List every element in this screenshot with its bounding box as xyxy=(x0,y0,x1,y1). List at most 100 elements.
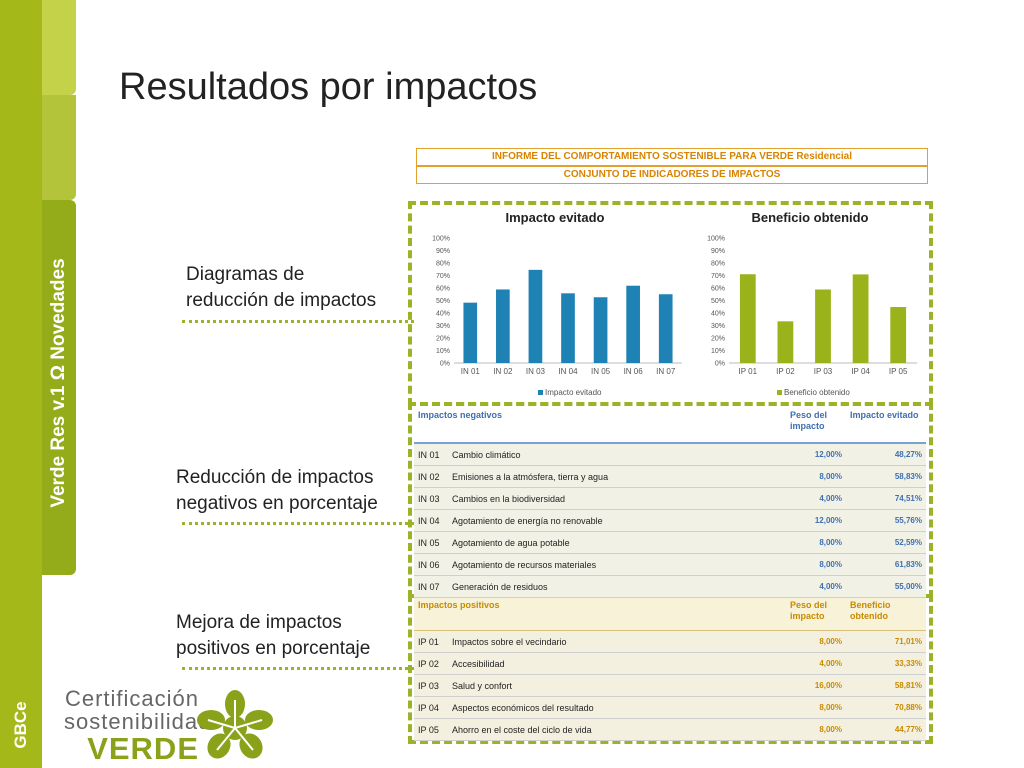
sidebar-band xyxy=(0,0,42,768)
cell-weight: 12,00% xyxy=(786,443,846,466)
table-row: IN 04 Agotamiento de energía no renovable… xyxy=(414,509,926,532)
cell-code: IP 05 xyxy=(414,718,448,741)
table-row: IP 01 Impactos sobre el vecindario 8,00% 71… xyxy=(414,630,926,653)
leader-line-negative xyxy=(182,522,414,525)
cell-weight: 16,00% xyxy=(786,674,846,697)
gbce-logo: GBCe xyxy=(11,701,30,749)
y-tick-label: 90% xyxy=(711,248,725,255)
table-header-row: Impactos positivos Peso del impacto Bene… xyxy=(414,598,926,631)
table-row: IN 01 Cambio climático 12,00% 48,27% xyxy=(414,443,926,466)
cell-name: Agotamiento de recursos materiales xyxy=(448,553,786,576)
y-tick-label: 40% xyxy=(436,311,450,318)
cell-code: IN 06 xyxy=(414,553,448,576)
cell-weight: 4,00% xyxy=(786,652,846,675)
cell-value: 55,00% xyxy=(846,575,926,598)
y-tick-label: 20% xyxy=(711,336,725,343)
bar-in-06 xyxy=(626,285,640,363)
y-tick-label: 50% xyxy=(711,298,725,305)
cell-name: Agotamiento de agua potable xyxy=(448,531,786,554)
logo-line3: VERDE xyxy=(87,731,199,766)
y-tick-label: 100% xyxy=(707,236,725,243)
chart-impacto-evitado-svg: 0% 10% 20% 30% 40% 50% 60% 70% 80% 90% 100% IN 01 IN… xyxy=(432,236,682,376)
cell-code: IN 05 xyxy=(414,531,448,554)
cell-code: IN 01 xyxy=(414,443,448,466)
chart-legend: Beneficio obtenido xyxy=(777,388,850,397)
table-row: IP 05 Ahorro en el coste del ciclo de vid… xyxy=(414,718,926,741)
cell-name: Accesibilidad xyxy=(448,652,786,675)
cell-value: 55,76% xyxy=(846,509,926,532)
callout-positive-line1: Mejora de impactos xyxy=(176,612,342,633)
callout-negative-line2: negativos en porcentaje xyxy=(176,493,378,514)
chart-title: Impacto evitado xyxy=(505,210,605,225)
y-tick-label: 80% xyxy=(711,261,725,268)
cell-value: 61,83% xyxy=(846,553,926,576)
y-tick-label: 40% xyxy=(711,311,725,318)
table-row: IN 06 Agotamiento de recursos materiales 8… xyxy=(414,553,926,576)
x-tick-label: IN 03 xyxy=(526,367,546,376)
table-row: IN 07 Generación de residuos 4,00% 55,00% xyxy=(414,575,926,598)
y-tick-label: 30% xyxy=(711,323,725,330)
x-tick-label: IN 05 xyxy=(591,367,611,376)
callout-diagrams-line2: reducción de impactos xyxy=(186,290,377,311)
cell-value: 52,59% xyxy=(846,531,926,554)
header-impactos-positivos: Impactos positivos xyxy=(414,598,786,631)
positive-impacts-table: Impactos positivos Peso del impacto Bene… xyxy=(414,598,926,741)
y-tick-label: 50% xyxy=(436,298,450,305)
table-row: IP 04 Aspectos económicos del resultado 8,… xyxy=(414,696,926,719)
y-tick-label: 60% xyxy=(711,286,725,293)
x-tick-label: IP 05 xyxy=(889,367,908,376)
bar-in-03 xyxy=(528,269,543,363)
legend-swatch xyxy=(538,390,543,395)
y-tick-label: 100% xyxy=(432,236,450,243)
x-tick-label: IN 06 xyxy=(624,367,644,376)
cell-name: Generación de residuos xyxy=(448,575,786,598)
cell-value: 58,83% xyxy=(846,465,926,488)
chart-title: Beneficio obtenido xyxy=(751,210,869,225)
cell-weight: 4,00% xyxy=(786,575,846,598)
table-row: IN 05 Agotamiento de agua potable 8,00% 52,… xyxy=(414,531,926,554)
y-tick-label: 0% xyxy=(440,361,450,368)
leader-line-diagrams xyxy=(182,320,414,323)
cell-code: IP 01 xyxy=(414,630,448,653)
cell-name: Cambio climático xyxy=(448,443,786,466)
x-tick-label: IN 01 xyxy=(461,367,481,376)
cell-name: Emisiones a la atmósfera, tierra y agua xyxy=(448,465,786,488)
callout-negative-line1: Reducción de impactos xyxy=(176,467,374,488)
cell-value: 44,77% xyxy=(846,718,926,741)
cell-value: 74,51% xyxy=(846,487,926,510)
cell-code: IN 07 xyxy=(414,575,448,598)
header-peso-impacto: Peso del impacto xyxy=(786,408,846,444)
cell-value: 48,27% xyxy=(846,443,926,466)
negative-impacts-table: Impactos negativos Peso del impacto Impa… xyxy=(414,408,926,598)
bar-in-02 xyxy=(496,289,510,363)
bar-in-01 xyxy=(463,302,478,363)
bar-ip-04 xyxy=(852,274,869,363)
cell-weight: 8,00% xyxy=(786,465,846,488)
cell-code: IN 03 xyxy=(414,487,448,510)
sidebar-tab-middle xyxy=(42,95,76,200)
logo-line1: Certificación xyxy=(64,686,199,711)
cell-value: 33,33% xyxy=(846,652,926,675)
cell-name: Aspectos económicos del resultado xyxy=(448,696,786,719)
bar-ip-05 xyxy=(890,307,907,363)
cell-name: Cambios en la biodiversidad xyxy=(448,487,786,510)
x-tick-label: IP 03 xyxy=(814,367,833,376)
bar-in-07 xyxy=(658,294,673,363)
x-tick-label: IP 02 xyxy=(776,367,795,376)
callout-positive-line2: positivos en porcentaje xyxy=(176,638,371,659)
header-impactos-negativos: Impactos negativos xyxy=(414,408,786,444)
x-tick-label: IN 07 xyxy=(656,367,676,376)
chart-beneficio-obtenido-svg: 0% 10% 20% 30% 40% 50% 60% 70% 80% 90% 100% IP 01 IP… xyxy=(707,236,917,376)
cell-code: IP 03 xyxy=(414,674,448,697)
chart-impacto-evitado: Impacto evitado 0% 10% 20% 30% 40% 50% 60% 70% 8… xyxy=(420,208,690,400)
report-subtitle: CONJUNTO DE INDICADORES DE IMPACTOS xyxy=(416,166,928,184)
table-row: IN 03 Cambios en la biodiversidad 4,00% 74,… xyxy=(414,487,926,510)
y-tick-label: 70% xyxy=(711,273,725,280)
header-impacto-evitado: Impacto evitado xyxy=(846,408,926,444)
cell-weight: 8,00% xyxy=(786,531,846,554)
legend-label: Impacto evitado xyxy=(545,388,602,397)
y-tick-label: 10% xyxy=(436,348,450,355)
table-row: IP 02 Accesibilidad 4,00% 33,33% xyxy=(414,652,926,675)
y-tick-label: 20% xyxy=(436,336,450,343)
cell-code: IP 04 xyxy=(414,696,448,719)
